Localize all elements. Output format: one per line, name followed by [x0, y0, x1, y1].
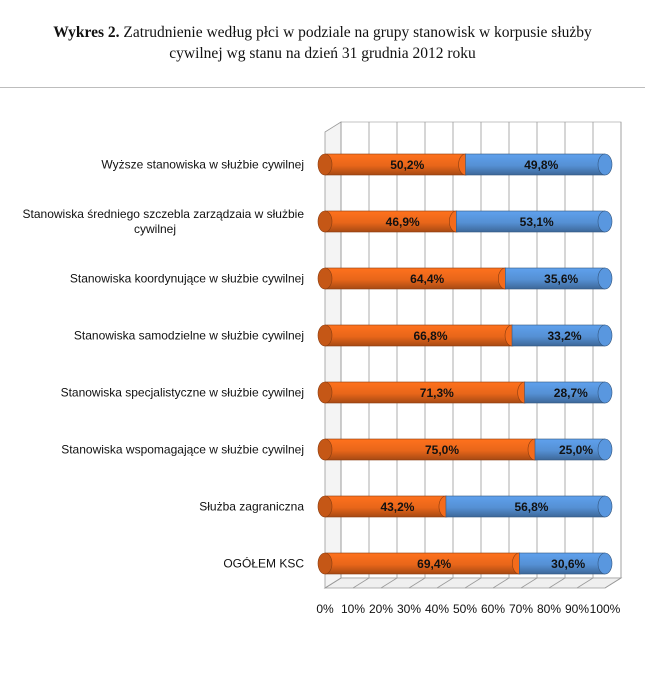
- data-label: 25,0%: [559, 443, 593, 457]
- data-label: 66,8%: [414, 329, 448, 343]
- x-tick-label: 0%: [316, 602, 334, 616]
- category-label: Stanowiska samodzielne w służbie cywilne…: [74, 329, 304, 343]
- x-tick-label: 40%: [425, 602, 449, 616]
- x-tick-label: 30%: [397, 602, 421, 616]
- data-label: 71,3%: [420, 386, 454, 400]
- bar-cap: [597, 438, 613, 461]
- caption-title-line-2: cywilnej wg stanu na dzień 31 grudnia 20…: [169, 45, 476, 62]
- data-label: 35,6%: [544, 272, 578, 286]
- data-label: 56,8%: [514, 500, 548, 514]
- data-label: 53,1%: [520, 215, 554, 229]
- caption-divider: [0, 87, 645, 88]
- caption-title-line-1: Zatrudnienie według płci w podziale na g…: [123, 24, 592, 41]
- data-label: 30,6%: [551, 557, 585, 571]
- bar-cap: [597, 324, 613, 347]
- data-label: 33,2%: [548, 329, 582, 343]
- bar-start-cap: [317, 438, 333, 461]
- category-label: Stanowiska średniego szczebla zarządzaia…: [23, 207, 305, 221]
- bar-start-cap: [317, 153, 333, 176]
- data-label: 69,4%: [417, 557, 451, 571]
- bar-cap: [597, 552, 613, 575]
- category-label: Stanowiska specjalistyczne w służbie cyw…: [61, 386, 304, 400]
- bar-start-cap: [317, 552, 333, 575]
- x-tick-label: 10%: [341, 602, 365, 616]
- bar-cap: [597, 381, 613, 404]
- bar-cap: [597, 153, 613, 176]
- caption-line-1: Wykres 2. Zatrudnienie według płci w pod…: [0, 22, 645, 43]
- bar-cap: [597, 210, 613, 233]
- category-label: Stanowiska koordynujące w służbie cywiln…: [70, 272, 304, 286]
- bar-start-cap: [317, 267, 333, 290]
- bar-start-cap: [317, 210, 333, 233]
- data-label: 75,0%: [425, 443, 459, 457]
- bar-start-cap: [317, 324, 333, 347]
- category-label: cywilnej: [134, 222, 176, 236]
- data-label: 64,4%: [410, 272, 444, 286]
- bar-start-cap: [317, 381, 333, 404]
- x-tick-label: 100%: [590, 602, 621, 616]
- x-tick-label: 20%: [369, 602, 393, 616]
- data-label: 50,2%: [390, 158, 424, 172]
- chart-side-wall: [324, 121, 342, 589]
- bar-start-cap: [317, 495, 333, 518]
- bar-cap: [597, 495, 613, 518]
- x-tick-label: 70%: [509, 602, 533, 616]
- gridline: [604, 122, 622, 589]
- data-label: 49,8%: [524, 158, 558, 172]
- category-label: OGÓŁEM KSC: [223, 556, 304, 571]
- category-label: Wyższe stanowiska w służbie cywilnej: [101, 158, 304, 172]
- x-tick-label: 50%: [453, 602, 477, 616]
- category-label: Stanowiska wspomagające w służbie cywiln…: [61, 443, 304, 457]
- data-label: 46,9%: [386, 215, 420, 229]
- bar-cap: [597, 267, 613, 290]
- data-label: 28,7%: [554, 386, 588, 400]
- caption-prefix: Wykres 2.: [53, 24, 120, 41]
- data-label: 43,2%: [380, 500, 414, 514]
- x-tick-label: 80%: [537, 602, 561, 616]
- x-tick-label: 90%: [565, 602, 589, 616]
- chart-caption: Wykres 2. Zatrudnienie według płci w pod…: [0, 22, 645, 64]
- x-tick-label: 60%: [481, 602, 505, 616]
- category-label: Służba zagraniczna: [199, 500, 304, 514]
